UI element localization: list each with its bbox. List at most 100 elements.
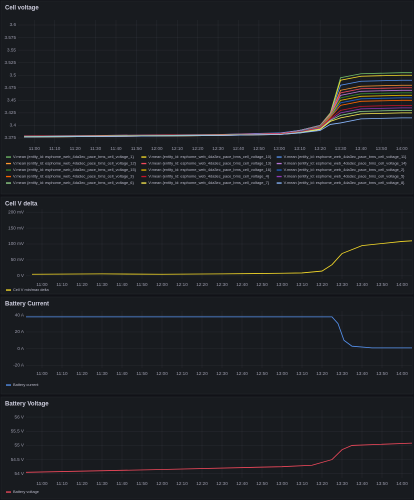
y-tick-label: 3.45 xyxy=(7,98,16,103)
legend-label: V.mean {entity_id: esphome_web_4da3ec_pa… xyxy=(148,174,269,179)
x-tick-label: 14:00 xyxy=(396,282,408,287)
legend-swatch xyxy=(141,182,147,184)
series-line xyxy=(24,109,412,137)
x-tick-label: 13:30 xyxy=(336,371,348,376)
series-line xyxy=(25,442,413,473)
y-tick-label: 3.4 xyxy=(10,123,17,128)
series-line xyxy=(26,316,412,349)
x-tick-label: 13:10 xyxy=(296,481,308,486)
x-tick-label: 13:40 xyxy=(356,282,368,287)
legend-swatch xyxy=(276,162,282,165)
x-tick-label: 11:00 xyxy=(36,371,48,376)
x-tick-label: 12:10 xyxy=(176,371,188,376)
x-tick-label: 12:00 xyxy=(156,481,168,486)
x-tick-label: 13:40 xyxy=(355,146,367,151)
legend-label: V.mean {entity_id: esphome_web_4da3ec_pa… xyxy=(13,161,137,166)
y-tick-label: 40 A xyxy=(15,312,25,317)
legend-swatch xyxy=(141,169,147,171)
legend-label: V.mean {entity_id: esphome_web_4da3ec_pa… xyxy=(148,180,269,185)
x-tick-label: 13:00 xyxy=(276,371,288,376)
legend-label: V.mean {entity_id: esphome_web_4da3ec_pa… xyxy=(284,167,405,172)
x-tick-label: 11:30 xyxy=(96,282,108,287)
x-tick-label: 12:10 xyxy=(171,146,183,151)
legend-label: V.mean {entity_id: esphome_web_4da3ec_pa… xyxy=(148,161,272,166)
x-tick-label: 11:50 xyxy=(136,371,148,376)
legend-swatch xyxy=(6,175,11,178)
x-tick-label: 13:50 xyxy=(376,371,388,376)
y-tick-label: 3.375 xyxy=(5,135,17,140)
x-tick-label: 12:00 xyxy=(156,282,168,287)
legend-swatch xyxy=(6,491,11,493)
x-tick-label: 11:40 xyxy=(110,146,122,151)
panel xyxy=(0,0,414,195)
panel xyxy=(0,196,414,295)
x-tick-label: 13:00 xyxy=(274,146,286,151)
panel-title: Battery Voltage xyxy=(5,402,49,408)
x-tick-label: 11:20 xyxy=(76,481,88,486)
x-tick-label: 13:30 xyxy=(336,481,348,486)
x-tick-label: 12:20 xyxy=(196,371,208,376)
legend-swatch xyxy=(6,182,11,184)
y-tick-label: 3.5 xyxy=(10,72,17,77)
x-tick-label: 11:30 xyxy=(96,481,108,486)
x-tick-label: 14:00 xyxy=(396,146,408,151)
y-tick-label: 0 V xyxy=(17,273,25,278)
x-tick-label: 13:40 xyxy=(356,481,368,486)
legend-label: Battery current xyxy=(13,382,39,387)
y-tick-label: 150 mV xyxy=(8,225,25,230)
y-tick-label: 100 mV xyxy=(8,241,25,246)
x-tick-label: 12:10 xyxy=(176,481,188,486)
y-tick-label: 50 mV xyxy=(11,257,25,262)
x-tick-label: 11:30 xyxy=(96,371,108,376)
legend-swatch xyxy=(276,175,282,178)
x-tick-label: 12:50 xyxy=(256,371,268,376)
legend-label: V.mean {entity_id: esphome_web_4da3ec_pa… xyxy=(284,154,407,159)
legend-swatch xyxy=(141,162,147,165)
x-tick-label: 13:10 xyxy=(294,146,306,151)
legend-label: Cell V min/max delta xyxy=(13,287,50,292)
panel xyxy=(0,396,414,500)
x-tick-label: 11:10 xyxy=(56,481,68,486)
legend-label: V.mean {entity_id: esphome_web_4da3ec_pa… xyxy=(13,167,137,172)
legend-swatch xyxy=(276,182,282,184)
legend-swatch xyxy=(6,384,11,386)
legend-swatch xyxy=(141,175,147,178)
legend-label: V.mean {entity_id: esphome_web_4da3ec_pa… xyxy=(13,180,134,185)
x-tick-label: 12:40 xyxy=(233,146,245,151)
x-tick-label: 12:30 xyxy=(216,282,228,287)
x-tick-label: 12:20 xyxy=(196,481,208,486)
x-tick-label: 12:20 xyxy=(192,146,204,151)
legend-swatch xyxy=(6,162,11,165)
x-tick-label: 12:40 xyxy=(236,371,248,376)
x-tick-label: 11:40 xyxy=(116,282,128,287)
x-tick-label: 12:40 xyxy=(236,481,248,486)
x-tick-label: 13:30 xyxy=(335,146,347,151)
x-tick-label: 13:10 xyxy=(296,371,308,376)
legend-swatch xyxy=(6,156,11,158)
y-tick-label: 200 mV xyxy=(8,209,25,214)
legend-swatch xyxy=(6,169,11,171)
x-tick-label: 13:50 xyxy=(376,146,388,151)
x-tick-label: 13:50 xyxy=(376,481,388,486)
x-tick-label: 11:10 xyxy=(49,146,61,151)
x-tick-label: 11:40 xyxy=(116,481,128,486)
legend-label: V.mean {entity_id: esphome_web_4da3ec_pa… xyxy=(148,154,272,159)
y-tick-label: 55.5 V xyxy=(11,428,25,433)
y-tick-label: 3.6 xyxy=(10,22,17,27)
x-tick-label: 13:10 xyxy=(296,282,308,287)
legend-swatch xyxy=(276,156,282,158)
y-tick-label: 55 V xyxy=(15,443,25,448)
series-line xyxy=(24,117,412,138)
legend-label: V.mean {entity_id: esphome_web_4da3ec_pa… xyxy=(13,174,134,179)
x-tick-label: 12:00 xyxy=(156,371,168,376)
y-tick-label: 20 A xyxy=(15,329,25,334)
panel-title: Cell V delta xyxy=(5,202,38,208)
panel-title: Battery Current xyxy=(5,302,49,308)
x-tick-label: 12:40 xyxy=(236,282,248,287)
y-tick-label: 3.475 xyxy=(5,85,17,90)
x-tick-label: 11:40 xyxy=(116,371,128,376)
x-tick-label: 12:30 xyxy=(216,481,228,486)
x-tick-label: 11:00 xyxy=(36,282,48,287)
y-tick-label: 0 A xyxy=(17,346,25,351)
